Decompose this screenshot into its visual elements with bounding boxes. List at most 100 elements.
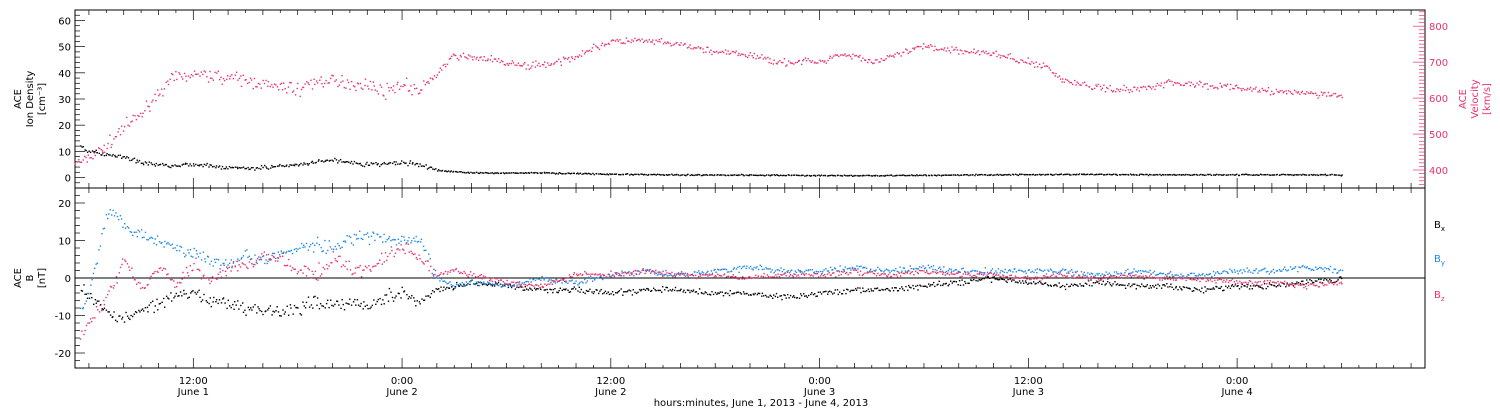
density-point <box>982 174 984 176</box>
density-point <box>829 174 831 177</box>
density-point <box>484 171 487 174</box>
density-point <box>307 164 309 166</box>
by-point <box>1341 269 1344 272</box>
velocity-point <box>1273 92 1275 95</box>
density-point <box>380 163 382 166</box>
by-point <box>393 238 395 241</box>
by-point <box>722 268 725 270</box>
density-point <box>329 159 331 162</box>
by-point <box>538 278 540 280</box>
by-point <box>670 274 672 276</box>
density-point <box>479 171 482 174</box>
velocity-point <box>759 56 761 59</box>
density-point <box>236 166 238 168</box>
bx-point <box>129 318 131 321</box>
by-point <box>385 241 387 243</box>
by-point <box>1222 271 1224 273</box>
by-point <box>247 256 249 259</box>
density-point <box>768 174 770 176</box>
velocity-point <box>1117 89 1120 91</box>
bx-point <box>453 288 455 290</box>
bx-point <box>1167 286 1169 288</box>
by-point <box>793 273 795 275</box>
bz-point <box>750 277 753 280</box>
bx-point <box>350 304 353 306</box>
bx-point <box>319 303 322 305</box>
bx-point <box>833 292 835 294</box>
by-point <box>400 240 402 242</box>
velocity-tick-label: 600 <box>1429 94 1448 105</box>
velocity-point <box>1318 95 1321 97</box>
bx-point <box>987 276 989 278</box>
velocity-point <box>571 56 573 58</box>
bx-point <box>847 289 849 291</box>
velocity-point <box>173 79 175 82</box>
bx-point <box>937 283 939 285</box>
bz-point <box>477 275 479 278</box>
bx-point <box>686 289 689 291</box>
by-point <box>846 268 848 270</box>
bz-point <box>1294 286 1296 289</box>
velocity-point <box>240 75 242 77</box>
by-point <box>1130 272 1133 274</box>
velocity-point <box>890 55 893 57</box>
density-point <box>1090 173 1092 175</box>
bz-point <box>691 274 693 276</box>
bx-point <box>118 315 120 317</box>
bx-point <box>363 301 365 303</box>
density-point <box>1136 174 1138 176</box>
legend-by: By <box>1434 254 1445 267</box>
bz-point <box>1233 281 1235 283</box>
velocity-point <box>1163 87 1165 89</box>
velocity-point <box>581 50 584 52</box>
density-point <box>310 161 313 164</box>
velocity-point <box>1054 75 1056 77</box>
bz-point <box>488 280 491 282</box>
bz-point <box>692 275 695 277</box>
density-point <box>906 174 908 177</box>
bx-point <box>779 295 781 297</box>
bx-point <box>143 310 145 312</box>
density-point <box>418 165 420 168</box>
velocity-point <box>1109 84 1111 87</box>
bz-point <box>780 274 782 276</box>
velocity-point <box>624 42 626 45</box>
density-point <box>375 162 377 164</box>
bx-point <box>395 295 397 297</box>
velocity-point <box>655 39 657 41</box>
density-point <box>787 174 789 176</box>
density-point <box>252 166 254 169</box>
density-point <box>1329 174 1332 176</box>
velocity-point <box>1106 86 1108 89</box>
density-point <box>663 174 666 176</box>
bz-point <box>1277 280 1279 283</box>
bz-point <box>1005 276 1007 278</box>
bz-point <box>1003 275 1005 277</box>
field-axis-label-line: [nT] <box>37 268 48 288</box>
density-point <box>568 172 570 174</box>
density-point <box>1245 173 1247 175</box>
by-point <box>212 265 214 267</box>
by-point <box>1030 271 1032 273</box>
density-point <box>553 172 555 174</box>
density-point <box>1023 173 1025 176</box>
density-point <box>554 173 557 175</box>
bx-point <box>496 283 498 285</box>
velocity-point <box>539 65 541 67</box>
bz-point <box>349 269 352 271</box>
bx-point <box>463 283 465 285</box>
velocity-point <box>947 47 949 49</box>
velocity-point <box>104 151 106 153</box>
velocity-point <box>267 80 269 83</box>
by-point <box>1204 275 1206 277</box>
density-point <box>933 174 936 176</box>
bx-point <box>1177 289 1179 291</box>
velocity-point <box>524 61 526 64</box>
bx-point <box>312 307 314 309</box>
bx-point <box>1023 282 1025 284</box>
bz-point <box>787 271 789 274</box>
by-point <box>877 266 879 269</box>
velocity-point <box>605 43 608 46</box>
density-point <box>306 163 308 165</box>
by-point <box>1101 273 1103 275</box>
